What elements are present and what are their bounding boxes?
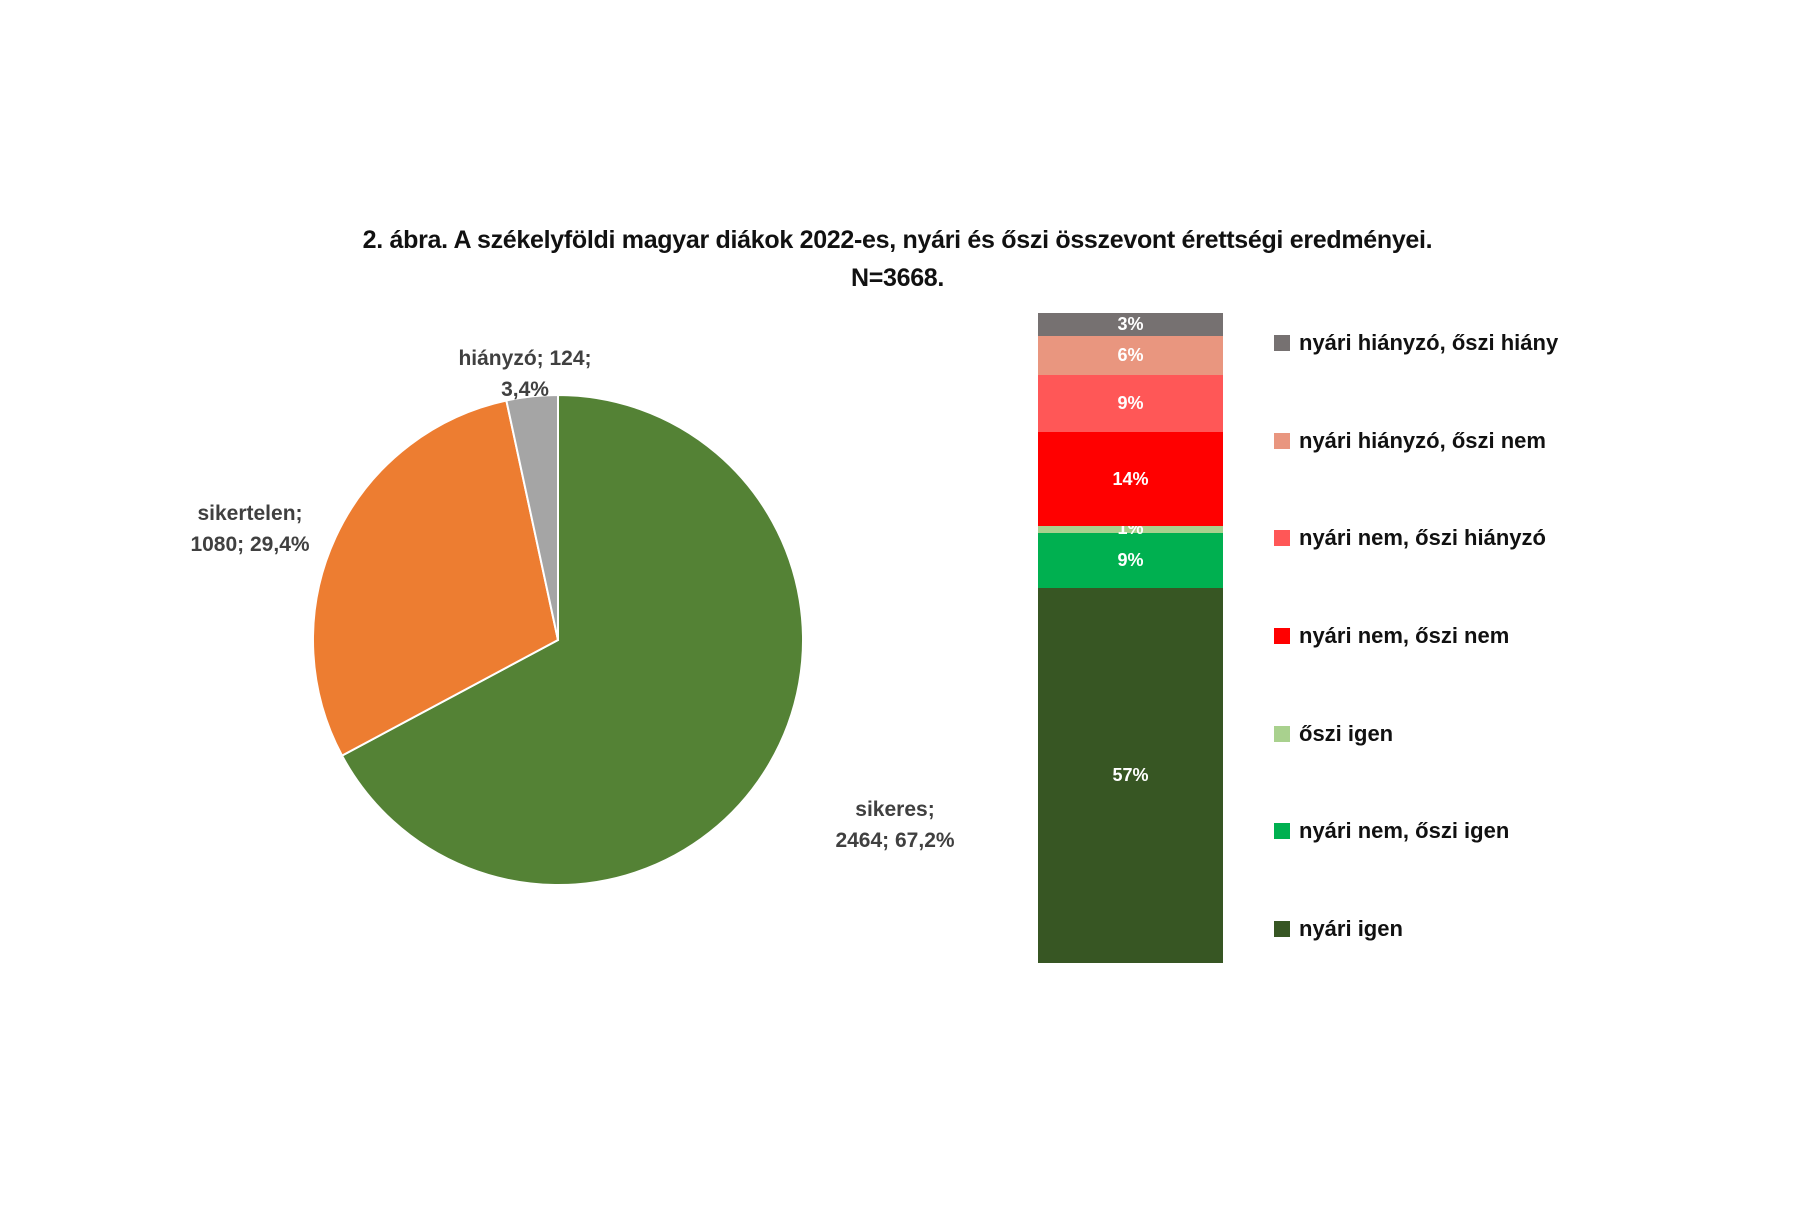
legend-label: nyári hiányzó, őszi hiány bbox=[1299, 330, 1559, 355]
legend-swatch-icon bbox=[1274, 726, 1290, 742]
pie-slice-sikeres bbox=[340, 393, 804, 886]
pie-label-hianyzo-line1: hiányzó; 124; bbox=[458, 347, 592, 370]
bar-label-nyari-nem-oszi-igen: 9% bbox=[1117, 550, 1144, 570]
legend-item: nyári hiányzó, őszi hiány bbox=[1274, 330, 1558, 356]
pie-slice-sikertelen bbox=[312, 399, 560, 758]
pie-label-hianyzo: hiányzó; 124; 3,4% bbox=[425, 343, 625, 405]
legend-item: nyári nem, őszi nem bbox=[1274, 623, 1509, 649]
legend-swatch-icon bbox=[1274, 823, 1290, 839]
bar-label-nyari-hianyzo-oszi-nem: 6% bbox=[1117, 345, 1144, 365]
bar-label-nyari-nem-oszi-hianyzo: 9% bbox=[1117, 393, 1144, 413]
pie-label-sikertelen: sikertelen; 1080; 29,4% bbox=[170, 498, 330, 560]
bar-segment-nyari-nem-oszi-nem: 14% bbox=[1038, 432, 1223, 526]
pie-slice-hianyzo bbox=[505, 393, 559, 641]
bar-segment-nyari-hianyzo-oszi-nem: 6% bbox=[1038, 336, 1223, 375]
bar-label-nyari-nem-oszi-nem: 14% bbox=[1112, 468, 1149, 489]
pie-label-sikertelen-line2: 1080; 29,4% bbox=[190, 533, 310, 556]
legend-item: nyári hiányzó, őszi nem bbox=[1274, 428, 1546, 454]
legend-label: nyári hiányzó, őszi nem bbox=[1299, 428, 1546, 453]
chart-title: 2. ábra. A székelyföldi magyar diákok 20… bbox=[362, 226, 1433, 254]
legend-item: nyári igen bbox=[1274, 916, 1403, 942]
legend-swatch-icon bbox=[1274, 433, 1290, 449]
bar-segment-oszi-igen: 1% bbox=[1038, 518, 1223, 538]
pie-label-hianyzo-line2: 3,4% bbox=[501, 378, 549, 401]
legend-item: nyári nem, őszi igen bbox=[1274, 818, 1509, 844]
bar-segment-nyari-igen: 57% bbox=[1038, 588, 1223, 963]
legend-swatch-icon bbox=[1274, 921, 1290, 937]
pie-label-sikeres: sikeres; 2464; 67,2% bbox=[815, 794, 975, 856]
pie-label-sikertelen-line1: sikertelen; bbox=[197, 502, 303, 525]
pie-label-sikeres-line1: sikeres; bbox=[855, 798, 935, 821]
legend-item: nyári nem, őszi hiányzó bbox=[1274, 525, 1546, 551]
chart-subtitle-n: N=3668. bbox=[850, 264, 945, 292]
bar-label-nyari-hianyzo-oszi-hiany: 3% bbox=[1117, 314, 1144, 334]
bar-segment-nyari-nem-oszi-igen: 9% bbox=[1038, 533, 1223, 588]
legend-swatch-icon bbox=[1274, 335, 1290, 351]
legend-label: őszi igen bbox=[1299, 721, 1394, 746]
pie-label-sikeres-line2: 2464; 67,2% bbox=[835, 829, 955, 852]
legend-label: nyári nem, őszi igen bbox=[1299, 818, 1510, 843]
stacked-bar: 57% 9% 1% 14% 9% 6% 3% bbox=[1038, 313, 1223, 963]
legend-label: nyári nem, őszi hiányzó bbox=[1299, 525, 1546, 550]
legend-swatch-icon bbox=[1274, 628, 1290, 644]
legend-swatch-icon bbox=[1274, 530, 1290, 546]
bar-label-nyari-igen: 57% bbox=[1112, 765, 1149, 785]
legend-label: nyári igen bbox=[1299, 916, 1403, 941]
pie-slices bbox=[312, 393, 804, 886]
legend-label: nyári nem, őszi nem bbox=[1299, 623, 1510, 648]
bar-segment-nyari-nem-oszi-hianyzo: 9% bbox=[1038, 375, 1223, 432]
bar-segment-nyari-hianyzo-oszi-hiany: 3% bbox=[1038, 313, 1223, 336]
legend-item: őszi igen bbox=[1274, 721, 1393, 747]
